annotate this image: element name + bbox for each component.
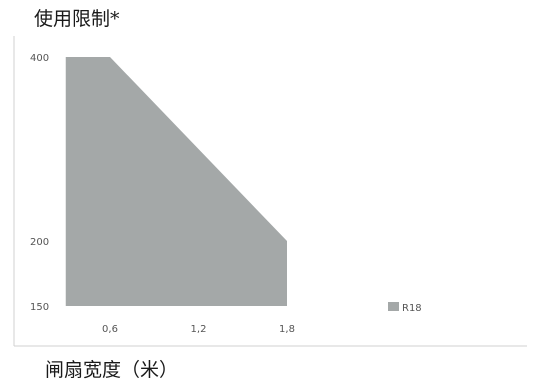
x-tick-label: 0,6 [102,324,118,335]
legend-swatch [388,302,399,311]
y-axis-title: 使用限制* [34,8,120,30]
y-tick-label: 400 [30,53,49,64]
x-tick-label: 1,8 [279,324,295,335]
y-tick-label: 150 [30,302,49,313]
x-axis-title: 闸扇宽度（米） [45,359,179,381]
legend-label: R18 [402,303,422,314]
y-tick-label: 200 [30,237,49,248]
series-area-0 [65,57,287,306]
x-tick-label: 1,2 [191,324,207,335]
